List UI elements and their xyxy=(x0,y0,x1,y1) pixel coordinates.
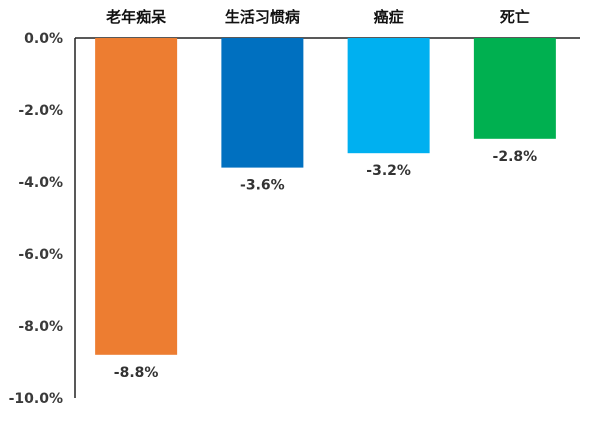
bars-group xyxy=(95,38,556,355)
value-labels: -8.8% -3.6% -3.2% -2.8% xyxy=(114,149,537,381)
category-labels: 老年痴呆 生活习惯病 癌症 死亡 xyxy=(105,8,530,26)
value-label: -3.6% xyxy=(240,178,285,194)
bar xyxy=(95,38,178,355)
value-label: -8.8% xyxy=(114,365,159,381)
bar xyxy=(221,38,304,168)
y-tick-label: -10.0% xyxy=(9,391,63,407)
value-label: -2.8% xyxy=(493,149,538,165)
value-label: -3.2% xyxy=(366,163,411,179)
bar xyxy=(347,38,430,154)
bar xyxy=(473,38,556,139)
category-label: 死亡 xyxy=(500,8,530,26)
category-label: 老年痴呆 xyxy=(105,8,166,26)
y-tick-label: -8.0% xyxy=(18,319,63,335)
y-axis-ticks: 0.0% -2.0% -4.0% -6.0% -8.0% -10.0% xyxy=(9,31,63,407)
y-tick-label: -6.0% xyxy=(18,247,63,263)
category-label: 癌症 xyxy=(374,8,404,26)
y-tick-label: 0.0% xyxy=(24,31,63,47)
y-tick-label: -2.0% xyxy=(18,103,63,119)
y-tick-label: -4.0% xyxy=(18,175,63,191)
category-label: 生活习惯病 xyxy=(225,8,300,26)
